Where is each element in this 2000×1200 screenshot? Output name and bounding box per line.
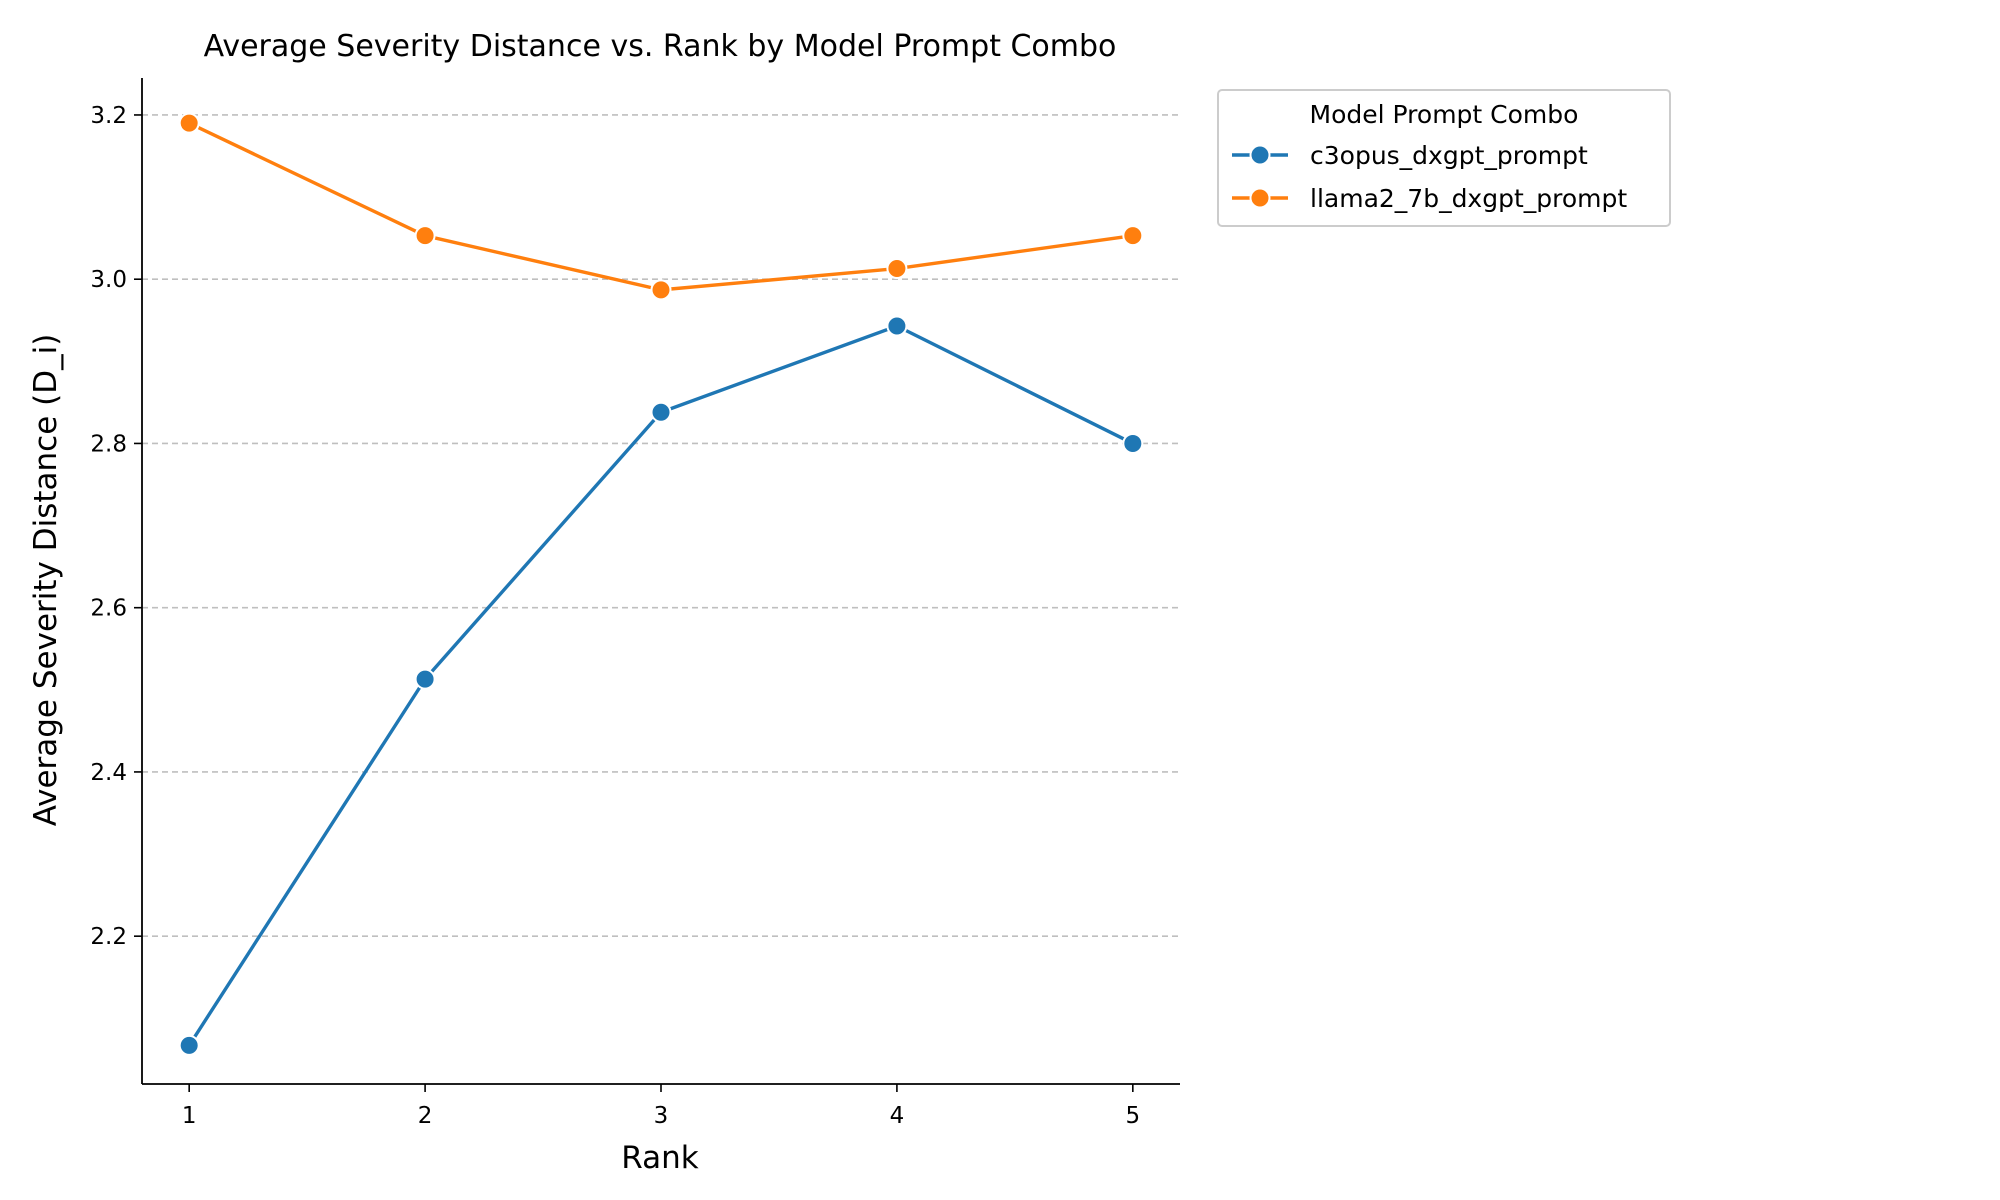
y-tick-label: 2.2 [90,924,127,950]
data-point-llama2-7b-dxgpt-prompt [1122,225,1144,247]
legend: Model Prompt Combo c3opus_dxgpt_promptll… [1217,89,1671,227]
data-point-llama2-7b-dxgpt-prompt [414,225,436,247]
y-tick-label: 3.0 [90,267,127,293]
y-tick-label: 2.8 [90,431,127,457]
chart-title: Average Severity Distance vs. Rank by Mo… [204,29,1117,64]
legend-label: c3opus_dxgpt_prompt [1310,141,1588,170]
y-tick-label: 2.6 [90,596,127,622]
ticks: 2.2 2.4 2.6 2.8 3.0 3.2 1 2 3 4 5 [90,103,1140,1129]
legend-marker-swatch [1249,187,1271,209]
legend-item-llama2-7b-dxgpt-prompt: llama2_7b_dxgpt_prompt [1232,184,1627,213]
data-point-c3opus-dxgpt-prompt [178,1034,200,1056]
x-tick-label: 3 [654,1103,669,1129]
data-point-llama2-7b-dxgpt-prompt [178,112,200,134]
y-tick-label: 2.4 [90,760,127,786]
x-axis-title: Rank [621,1140,699,1176]
data-point-c3opus-dxgpt-prompt [414,668,436,690]
x-tick-label: 1 [182,1103,197,1129]
data-point-llama2-7b-dxgpt-prompt [650,279,672,301]
legend-items: c3opus_dxgpt_prompt llama2_7b_dxgpt_promp… [1232,141,1627,213]
data-point-llama2-7b-dxgpt-prompt [886,258,908,280]
x-tick-label: 2 [418,1103,433,1129]
series-c3opus-dxgpt-prompt [178,315,1144,1056]
x-tick-label: 5 [1125,1103,1140,1129]
series-llama2-7b-dxgpt-prompt [178,112,1144,301]
data-point-c3opus-dxgpt-prompt [650,401,672,423]
data-point-c3opus-dxgpt-prompt [886,315,908,337]
legend-title: Model Prompt Combo [1310,100,1579,129]
legend-frame [1217,89,1671,227]
legend-label: llama2_7b_dxgpt_prompt [1310,184,1627,213]
data-point-c3opus-dxgpt-prompt [1122,432,1144,454]
y-tick-label: 3.2 [90,103,127,129]
legend-item-c3opus-dxgpt-prompt: c3opus_dxgpt_prompt [1232,141,1588,170]
x-tick-label: 4 [890,1103,905,1129]
series [178,112,1144,1056]
y-axis-title: Average Severity Distance (D_i) [28,334,64,827]
grid-lines [142,114,1180,937]
legend-marker-swatch [1249,144,1271,166]
